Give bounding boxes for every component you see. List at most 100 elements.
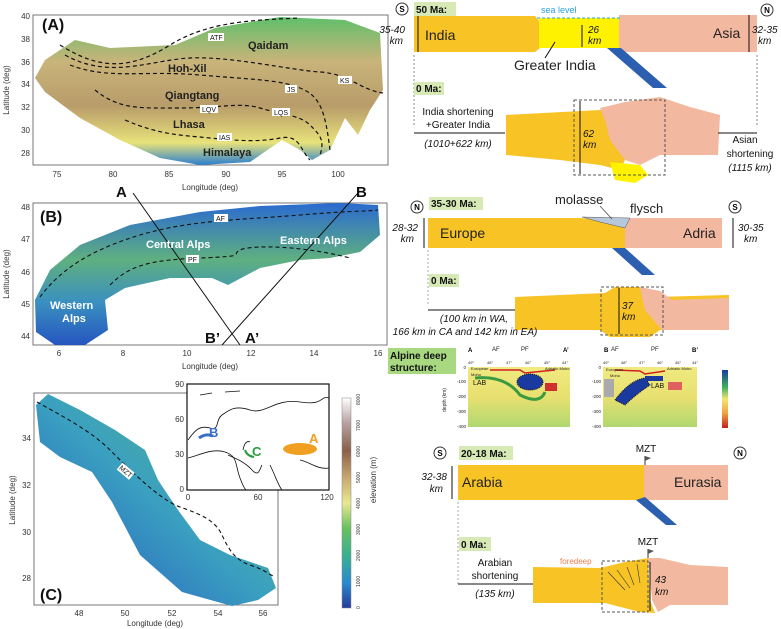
himalaya-diagram: S N 50 Ma: sea level India Asia 26 km 35… (379, 2, 778, 183)
region-qaidam: Qaidam (248, 40, 289, 52)
svg-text:52: 52 (168, 609, 177, 618)
region-western-alps-1: Western (50, 300, 93, 312)
svg-text:5000: 5000 (356, 472, 362, 483)
svg-text:km: km (401, 234, 414, 245)
panel-b-yticks: 48 47 46 45 44 (21, 203, 30, 341)
svg-text:0: 0 (186, 493, 191, 502)
svg-text:(135 km): (135 km) (475, 589, 514, 600)
svg-text:54: 54 (214, 609, 223, 618)
location-inset: A B C 0 60 120 90 60 30 0 (175, 380, 334, 502)
svg-text:A: A (116, 184, 127, 201)
svg-text:45°: 45° (544, 360, 550, 365)
svg-text:46: 46 (21, 268, 30, 277)
alpine-deep-structure: Alpine deep structure: A A’ AF PF 49° 48°… (388, 347, 728, 429)
fault-js: JS (287, 87, 296, 94)
zagros-age-20-18: 20-18 Ma: (461, 449, 507, 460)
svg-text:60: 60 (175, 415, 184, 424)
svg-text:km: km (758, 36, 771, 47)
svg-text:28-32: 28-32 (391, 223, 418, 234)
svg-text:A’: A’ (563, 348, 569, 354)
svg-text:80: 80 (109, 170, 118, 179)
greater-india-label: Greater India (514, 57, 596, 73)
north-icon (760, 3, 774, 17)
svg-text:48: 48 (21, 203, 30, 212)
inset-label-c: C (252, 444, 262, 459)
panel-a-label: (A) (42, 17, 64, 34)
svg-text:A’: A’ (245, 330, 259, 347)
svg-text:shortening: shortening (472, 571, 519, 582)
arabia-block (458, 465, 644, 500)
colorbar-label: elevation (m) (369, 457, 378, 504)
svg-text:Moho: Moho (471, 372, 482, 377)
zagros-diagram: S N 20-18 Ma: Arabia Eurasia MZT 32-38 k… (421, 444, 747, 613)
svg-text:46°: 46° (657, 360, 663, 365)
svg-text:35-40: 35-40 (379, 25, 405, 36)
inset-coastlines (187, 390, 330, 491)
svg-text:36: 36 (21, 58, 30, 67)
svg-text:European: European (471, 366, 488, 371)
panel-b-ylabel: Latitude (deg) (2, 249, 11, 299)
deep-title-line-2: structure: (390, 363, 437, 374)
zagros-terrain (36, 394, 276, 606)
svg-text:26: 26 (587, 25, 600, 36)
svg-text:6: 6 (57, 349, 62, 358)
region-lhasa: Lhasa (173, 119, 206, 131)
svg-text:(100 km in WA,: (100 km in WA, (440, 314, 508, 325)
tibet-terrain (35, 17, 383, 165)
panel-b-label: (B) (40, 209, 62, 226)
svg-text:PF: PF (521, 347, 529, 353)
alps-diagram: N S 35-30 Ma: molasse flysch Europe Adri… (391, 192, 764, 338)
svg-text:75: 75 (53, 170, 62, 179)
svg-text:90: 90 (175, 380, 184, 389)
svg-text:0: 0 (463, 365, 466, 370)
svg-text:km: km (622, 312, 635, 323)
india-label: India (425, 27, 456, 43)
svg-text:28: 28 (22, 574, 31, 583)
svg-text:km: km (583, 140, 596, 151)
region-qiangtang: Qiangtang (165, 90, 219, 102)
svg-text:-100: -100 (592, 379, 602, 384)
alps-terrain (35, 203, 380, 345)
svg-text:34: 34 (21, 80, 30, 89)
panel-a-xlabel: Longitude (deg) (182, 183, 238, 192)
tomography-section-a: A A’ AF PF 49° 48° 47° 46° 45° 44° EuropeanMo… (442, 347, 570, 429)
svg-text:30: 30 (22, 528, 31, 537)
svg-text:0: 0 (356, 606, 362, 609)
svg-text:km: km (390, 36, 403, 47)
svg-text:30: 30 (21, 126, 30, 135)
svg-text:4000: 4000 (356, 498, 362, 509)
greater-india-block (539, 18, 619, 48)
zagros-age-0: 0 Ma: (461, 540, 487, 551)
svg-text:60: 60 (254, 493, 263, 502)
svg-text:10: 10 (183, 349, 192, 358)
svg-text:0: 0 (180, 485, 185, 494)
mzt-label-now: MZT (638, 537, 659, 548)
svg-text:Adriatic Moho: Adriatic Moho (545, 366, 570, 371)
svg-text:shortening: shortening (727, 149, 774, 160)
svg-text:32-38: 32-38 (421, 472, 447, 483)
svg-text:47°: 47° (506, 360, 512, 365)
panel-a-map: (A) Qaidam Hoh-Xil Qiangtang Lhasa Himal… (2, 12, 389, 192)
north-icon: N (737, 449, 743, 458)
eurasia-block (644, 465, 728, 500)
molasse-flysch-wedge (581, 216, 631, 229)
svg-text:-400: -400 (457, 424, 467, 429)
svg-text:-200: -200 (592, 394, 602, 399)
svg-text:28: 28 (21, 149, 30, 158)
panel-c-xlabel: Longitude (deg) (127, 619, 183, 628)
colorbar-ticks: 8000 7000 6000 5000 4000 3000 2000 1000 … (356, 394, 362, 609)
panel-c-label: (C) (40, 587, 62, 604)
svg-text:Adriatic Moho: Adriatic Moho (667, 366, 692, 371)
svg-text:PF: PF (651, 347, 659, 353)
svg-text:12: 12 (247, 349, 256, 358)
svg-text:48°: 48° (487, 360, 493, 365)
svg-text:-300: -300 (592, 409, 602, 414)
svg-text:km: km (744, 234, 757, 245)
svg-text:43: 43 (655, 575, 667, 586)
svg-text:(1010+622 km): (1010+622 km) (424, 139, 492, 150)
panel-b-xlabel: Longitude (deg) (182, 362, 238, 371)
svg-text:44°: 44° (562, 360, 568, 365)
thrust-faults (607, 563, 641, 591)
adria-label: Adria (683, 225, 716, 241)
svg-text:3000: 3000 (356, 524, 362, 535)
